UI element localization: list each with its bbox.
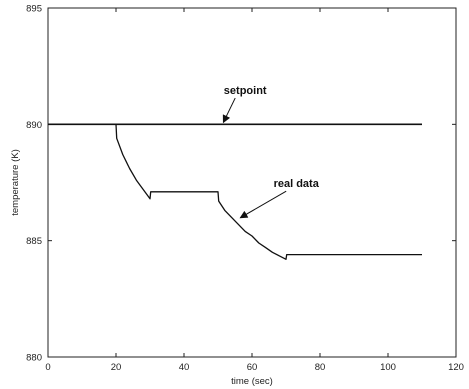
y-tick-label: 895	[26, 4, 42, 15]
x-tick-label: 40	[179, 362, 190, 373]
y-tick-label: 890	[26, 120, 42, 131]
annotation-label: setpoint	[224, 85, 267, 97]
x-tick-label: 100	[380, 362, 396, 373]
x-tick-label: 0	[45, 362, 50, 373]
y-axis-title: temperature (K)	[10, 149, 21, 216]
annotation-label: real data	[274, 178, 320, 190]
x-tick-label: 20	[111, 362, 122, 373]
annotation-arrow	[239, 190, 287, 219]
x-tick-label: 60	[247, 362, 258, 373]
y-tick-label: 880	[26, 353, 42, 364]
annotation-arrow	[222, 97, 236, 124]
x-tick-label: 80	[315, 362, 326, 373]
x-axis-title: time (sec)	[231, 376, 273, 387]
y-tick-label: 885	[26, 236, 42, 247]
x-tick-label: 120	[448, 362, 464, 373]
series-line-real-data	[48, 123, 422, 260]
plot-frame	[47, 7, 457, 358]
